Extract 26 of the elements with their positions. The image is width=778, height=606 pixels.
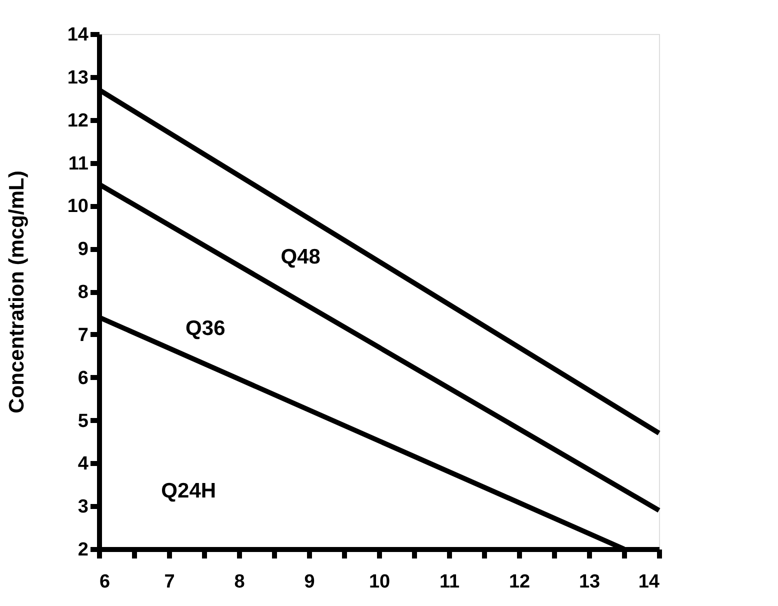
y-tick-label: 8 [78, 282, 88, 303]
y-tick-label: 12 [67, 110, 88, 132]
y-axis-title: Concentration (mcg/mL) [5, 170, 28, 414]
annotation: Q48 [280, 246, 321, 269]
annotation: Q36 [186, 316, 226, 340]
x-tick-label: 8 [234, 572, 245, 592]
y-tick-label: 11 [68, 153, 89, 174]
x-tick-label: 7 [164, 572, 175, 592]
x-tick-label: 11 [439, 572, 460, 592]
x-tick-label: 6 [100, 572, 110, 592]
y-tick-label: 7 [78, 324, 88, 346]
y-tick-label: 14 [67, 24, 89, 46]
y-tick-label: 2 [78, 540, 88, 560]
x-tick-label: 14 [638, 572, 660, 592]
x-tick-label: 10 [368, 572, 390, 592]
y-tick-label: 6 [78, 368, 88, 389]
x-tick-label: 9 [304, 572, 315, 592]
y-tick-label: 4 [78, 454, 89, 475]
y-tick-label: 13 [67, 67, 88, 88]
x-tick-label: 12 [508, 572, 530, 592]
y-tick-label: 3 [78, 496, 88, 518]
annotation: Q24H [161, 479, 216, 502]
y-tick-label: 5 [78, 410, 89, 432]
y-tick-label: 9 [78, 239, 88, 260]
y-tick-label: 10 [67, 196, 88, 218]
x-tick-label: 13 [578, 572, 600, 592]
